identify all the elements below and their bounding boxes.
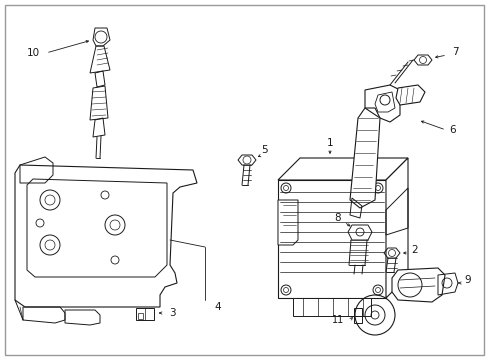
Text: 7: 7 — [451, 47, 457, 57]
Polygon shape — [364, 85, 399, 122]
Text: 11: 11 — [331, 315, 344, 325]
Text: 9: 9 — [464, 275, 470, 285]
Text: 4: 4 — [214, 302, 221, 312]
Polygon shape — [278, 200, 297, 245]
Text: 1: 1 — [326, 138, 333, 148]
Bar — [353, 308, 361, 323]
Text: 3: 3 — [168, 308, 175, 318]
Polygon shape — [349, 108, 379, 208]
Polygon shape — [391, 268, 444, 302]
Bar — [278, 180, 385, 298]
Text: 6: 6 — [449, 125, 455, 135]
Text: 2: 2 — [411, 245, 417, 255]
Text: 10: 10 — [26, 48, 40, 58]
Bar — [138, 313, 142, 319]
Polygon shape — [395, 85, 424, 105]
Text: 5: 5 — [261, 145, 268, 155]
Bar — [292, 298, 370, 316]
Polygon shape — [278, 158, 407, 180]
Bar — [136, 308, 154, 320]
Text: 8: 8 — [334, 213, 341, 223]
Polygon shape — [385, 158, 407, 298]
